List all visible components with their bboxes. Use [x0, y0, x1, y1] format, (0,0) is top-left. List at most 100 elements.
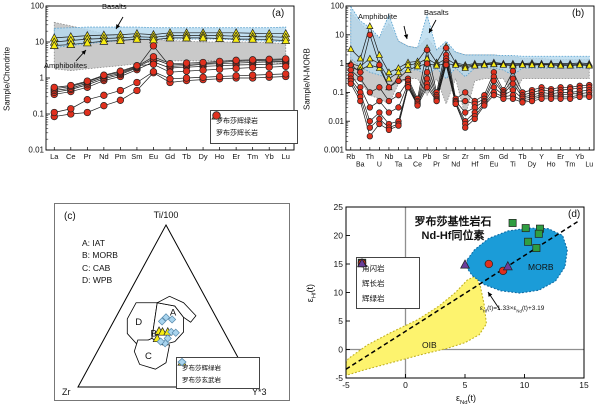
- svg-text:Pb: Pb: [423, 154, 432, 161]
- panel-b-label: (b): [572, 8, 585, 19]
- legend-label: 罗布莎辉绿岩: [216, 118, 258, 125]
- panel-a-label: (a): [272, 8, 285, 19]
- scatter-points: [460, 219, 544, 275]
- panel-d-y-axis-label: εHf(t): [304, 283, 318, 303]
- panel-a-amphibolites-annotation: Amphibolites: [44, 61, 87, 70]
- svg-text:Dy: Dy: [528, 162, 537, 169]
- ternary-apex-left-label: Zr: [62, 387, 71, 397]
- svg-text:Zr: Zr: [462, 154, 469, 161]
- key-line-iat: A: IAT: [82, 238, 105, 248]
- ternary-field-key: A: IAT B: MORB C: CAB D: WPB: [82, 237, 118, 286]
- svg-text:-5: -5: [335, 373, 343, 383]
- svg-text:15: 15: [579, 380, 589, 390]
- svg-text:Dy: Dy: [198, 152, 207, 161]
- legend-label: 罗布莎辉绿岩: [182, 365, 221, 372]
- svg-text:1: 1: [40, 74, 45, 83]
- svg-text:B: B: [151, 329, 157, 340]
- legend-item-basalt: 罗布莎玄武岩: [177, 357, 254, 384]
- svg-text:0.01: 0.01: [328, 117, 344, 126]
- svg-text:-5: -5: [342, 380, 350, 390]
- panel-d-x-axis-label: εNd(t): [456, 393, 476, 406]
- panel-b-chart: 100 10 1 0.1 0.01 0.001RbBaThUNbTaLaCePbPrSrN…: [324, 2, 595, 169]
- svg-text:Ho: Ho: [215, 152, 225, 161]
- svg-text:Sm: Sm: [131, 152, 142, 161]
- panel-d-legend: 角闪岩 辉长岩 辉绿岩: [356, 257, 420, 309]
- svg-text:0: 0: [403, 380, 408, 390]
- svg-text:25: 25: [334, 202, 344, 212]
- panel-c-frame: [54, 203, 290, 401]
- key-line-morb: B: MORB: [82, 250, 118, 261]
- panel-c-label: (c): [64, 211, 76, 222]
- svg-text:100: 100: [31, 2, 45, 11]
- panel-d-label: (d): [568, 209, 581, 220]
- svg-text:10: 10: [520, 380, 530, 390]
- ternary-apex-top-label: Ti/100: [153, 210, 179, 220]
- panel-a-legend: 罗布莎辉绿岩 罗布莎辉长岩: [210, 110, 298, 144]
- svg-text:0.1: 0.1: [33, 110, 45, 119]
- triangle-marker-icon: [356, 257, 368, 268]
- legend-label: 辉绿岩: [362, 293, 385, 303]
- legend-item-gabbro: 罗布莎辉长岩: [212, 111, 292, 138]
- svg-text:Ti: Ti: [510, 162, 516, 169]
- legend-label: 罗布莎玄武岩: [182, 377, 221, 384]
- svg-text:Eu: Eu: [149, 152, 158, 161]
- svg-text:Lu: Lu: [585, 162, 593, 169]
- svg-text:Gd: Gd: [499, 154, 508, 161]
- svg-text:Ta: Ta: [395, 162, 403, 169]
- svg-text:5: 5: [338, 316, 343, 326]
- legend-item-diabase: 罗布莎辉绿岩: [211, 111, 292, 126]
- svg-text:Sm: Sm: [479, 154, 490, 161]
- svg-text:20: 20: [334, 231, 344, 241]
- svg-text:Yb: Yb: [265, 152, 274, 161]
- ternary-points: [152, 313, 180, 348]
- svg-text:Ho: Ho: [547, 162, 556, 169]
- svg-text:A: A: [170, 307, 177, 318]
- svg-text:La: La: [50, 152, 59, 161]
- legend-label: 角闪岩: [362, 263, 385, 273]
- key-line-cab: C: CAB: [82, 262, 111, 273]
- svg-text:C: C: [145, 351, 152, 362]
- panel-a-y-axis-label: Sample/Chondrite: [2, 46, 12, 112]
- svg-text:15: 15: [334, 259, 344, 269]
- panel-b-y-axis-label: Sample/N-MORB: [302, 48, 312, 110]
- svg-text:Lu: Lu: [282, 152, 290, 161]
- svg-text:Hf: Hf: [471, 162, 478, 169]
- svg-text:Pr: Pr: [433, 162, 441, 169]
- key-line-wpb: D: WPB: [82, 274, 113, 285]
- svg-text:0.001: 0.001: [324, 146, 345, 155]
- panel-d-title-line2: Nd-Hf同位素: [421, 230, 485, 243]
- svg-text:0: 0: [338, 345, 343, 355]
- svg-text:0.1: 0.1: [333, 88, 345, 97]
- svg-text:Nd: Nd: [451, 162, 460, 169]
- svg-text:0.01: 0.01: [28, 146, 44, 155]
- svg-text:Eu: Eu: [490, 162, 499, 169]
- svg-text:Tm: Tm: [247, 152, 258, 161]
- svg-text:D: D: [135, 317, 142, 328]
- ternary-apex-right-label: Y*3: [252, 387, 267, 397]
- legend-item-diabase: 罗布莎辉绿岩: [177, 358, 254, 372]
- svg-text:Sr: Sr: [443, 154, 451, 161]
- svg-text:Er: Er: [557, 154, 565, 161]
- svg-text:U: U: [377, 162, 382, 169]
- svg-text:Tb: Tb: [518, 154, 526, 161]
- legend-label: 辉长岩: [362, 278, 385, 288]
- panel-a-chart: 100 10 1 0.1 0.01 La Ce Pr Nd Pm Sm Eu Gd Tb Dy Ho Er Tm Y…: [28, 2, 295, 161]
- series-markers: [347, 22, 593, 140]
- svg-text:100: 100: [331, 2, 345, 11]
- panel-c-legend: 罗布莎辉绿岩 罗布莎玄武岩: [176, 357, 260, 389]
- svg-text:Pm: Pm: [115, 152, 126, 161]
- svg-text:Th: Th: [366, 154, 374, 161]
- panel-a-basalts-annotation: Basalts: [102, 2, 127, 11]
- series-markers: [49, 28, 291, 121]
- panel-c-chart: DB A C: [77, 223, 255, 388]
- panel-a: 100 10 1 0.1 0.01 La Ce Pr Nd Pm Sm Eu Gd Tb Dy Ho Er Tm Y…: [0, 0, 300, 180]
- panel-d-chart: -5 0 5 10 15 -5 0 5 10 15 20 25: [334, 202, 589, 390]
- svg-text:Nd: Nd: [99, 152, 109, 161]
- svg-text:10: 10: [334, 288, 344, 298]
- svg-text:Er: Er: [232, 152, 240, 161]
- morb-field-label: MORB: [528, 262, 554, 272]
- svg-text:Yb: Yb: [575, 154, 584, 161]
- svg-text:10: 10: [335, 30, 344, 39]
